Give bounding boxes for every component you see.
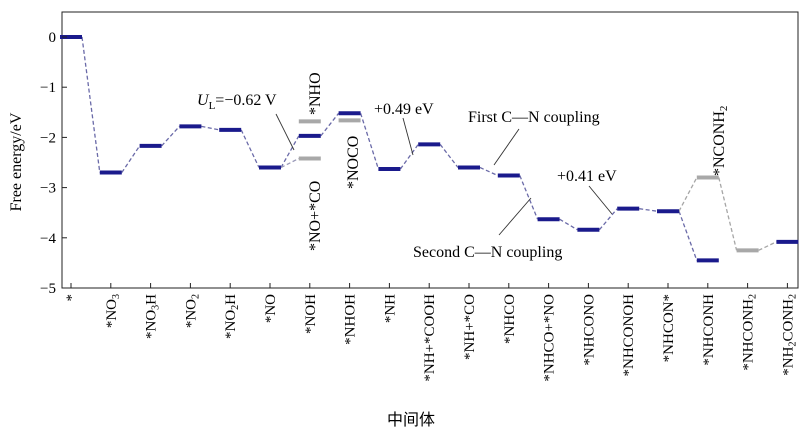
y-tick-label: −1 — [40, 80, 56, 96]
x-tick-label: *NH — [382, 294, 398, 323]
x-tick-label: *NH+*CO — [462, 294, 478, 360]
x-tick-label: *NO2 — [183, 294, 201, 328]
ul-label: UL=−0.62 V — [197, 92, 277, 112]
blue-path-connector — [399, 144, 419, 170]
x-tick-label: *NOH — [303, 294, 319, 334]
x-tick-label: *NHCONH — [701, 294, 717, 366]
blue-path-connector — [678, 210, 698, 261]
e2-label: +0.41 eV — [557, 168, 617, 185]
blue-path-connector — [121, 145, 141, 173]
y-tick-label: −4 — [40, 231, 56, 247]
x-tick-label: *NH2CONH2 — [780, 294, 798, 376]
plot-frame-layer — [61, 11, 799, 289]
x-tick-label: *NHCON* — [661, 294, 677, 362]
second-coupling-leader-line — [498, 197, 532, 236]
blue-path-connector — [439, 144, 459, 168]
noco-label: *NOCO — [345, 136, 362, 189]
e1-label: +0.49 eV — [374, 101, 434, 118]
connector-lines-layer — [81, 36, 777, 261]
gray-path-connector — [758, 241, 777, 251]
second-coupling-label: Second C—N coupling — [413, 244, 562, 261]
x-tick-label: *NO — [263, 294, 279, 323]
no-co-label: *NO+*CO — [307, 181, 324, 251]
x-tick-label: *NO3H — [144, 294, 162, 339]
annotations-layer: UL=−0.62 V *NHO *NO+*CO *NOCO +0.49 eV F… — [197, 72, 730, 261]
nho-label: *NHO — [307, 72, 324, 115]
y-tick-label: 0 — [49, 30, 57, 46]
gray-path-connector — [678, 177, 698, 212]
energy-levels-layer — [60, 35, 799, 263]
y-tick-label: −2 — [40, 130, 56, 146]
x-tick-label: *NHCONOH — [621, 294, 637, 377]
y-axis-title: Free energy/eV — [8, 112, 25, 211]
blue-path-connector — [359, 113, 380, 170]
x-tick-label: *NHCONH2 — [741, 294, 759, 371]
e2-leader-line — [588, 185, 613, 215]
x-tick-label: *NHOH — [343, 294, 359, 345]
side-path-connector — [280, 157, 300, 169]
x-tick-label: *NHCO — [502, 294, 518, 344]
x-axis-ticks: * *NO3 *NO3H *NO2 *NO2H *NO *NOH *NHOH *NH *NH+*C… — [64, 283, 798, 382]
gray-path-connector — [718, 177, 738, 251]
first-coupling-leader-line — [493, 128, 520, 166]
x-axis-title: 中间体 — [387, 411, 435, 429]
blue-path-connector — [240, 129, 260, 168]
blue-path-connector — [81, 36, 101, 173]
blue-path-connector — [479, 166, 499, 177]
x-tick-label: *NO2H — [223, 294, 241, 339]
x-tick-label: *NO3 — [104, 294, 122, 328]
blue-path-connector — [639, 208, 658, 212]
first-coupling-label: First C—N coupling — [468, 109, 600, 126]
nconh2-label: *NCONH2 — [711, 106, 730, 176]
plot-frame — [61, 11, 799, 289]
x-tick-label: *NH+*COOH — [422, 294, 438, 382]
y-tick-label: −5 — [40, 281, 56, 297]
ul-leader-line — [275, 113, 295, 151]
x-tick-label: * — [64, 294, 80, 302]
x-tick-label: *NHCONO — [581, 294, 597, 366]
blue-path-connector — [519, 175, 539, 220]
x-tick-label: *NHCO+*NO — [542, 294, 558, 382]
blue-path-connector — [559, 218, 578, 231]
blue-path-connector — [161, 125, 180, 147]
y-tick-label: −3 — [40, 181, 56, 197]
blue-path-connector — [320, 112, 340, 137]
blue-path-connector — [598, 208, 618, 231]
y-axis-ticks: 0 −1 −2 −3 −4 −5 — [40, 30, 67, 297]
blue-path-connector — [201, 125, 220, 131]
e1-leader-line — [402, 117, 414, 156]
